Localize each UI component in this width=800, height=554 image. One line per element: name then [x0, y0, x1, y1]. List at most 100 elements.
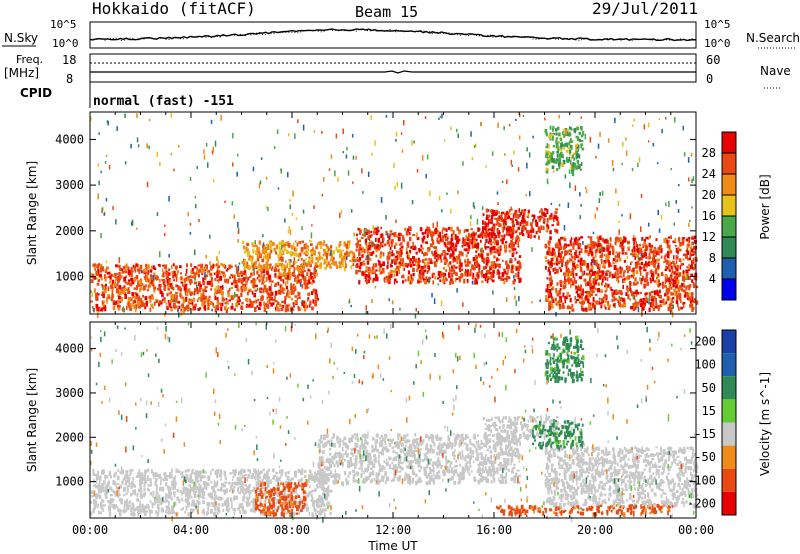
- echo-cell: [581, 294, 583, 301]
- echo-cell: [391, 233, 394, 236]
- echo-cell: [440, 272, 443, 277]
- echo-cell: [630, 306, 633, 310]
- echo-cell: [244, 474, 248, 477]
- echo-cell: [291, 245, 294, 250]
- echo-cell: [201, 476, 204, 479]
- echo-cell: [105, 154, 108, 157]
- colorbar-tick: 28: [702, 146, 716, 160]
- nsearch-label: N.Search: [746, 31, 800, 45]
- echo-cell: [424, 280, 427, 284]
- echo-cell: [239, 485, 242, 489]
- echo-cell: [580, 257, 583, 262]
- echo-cell: [99, 264, 103, 269]
- echo-cell: [261, 258, 265, 263]
- echo-cell: [495, 223, 498, 226]
- echo-cell: [126, 282, 129, 285]
- echo-cell: [439, 254, 442, 260]
- echo-cell: [400, 258, 402, 262]
- echo-cell: [215, 305, 218, 309]
- echo-cell: [692, 251, 695, 256]
- echo-cell: [110, 273, 113, 277]
- echo-cell: [578, 250, 581, 256]
- echo-cell: [666, 239, 669, 244]
- echo-cell: [691, 279, 694, 283]
- echo-cell: [124, 510, 127, 513]
- echo-cell: [685, 273, 687, 279]
- echo-cell: [638, 244, 641, 247]
- echo-cell: [278, 483, 281, 488]
- echo-cell: [294, 240, 297, 243]
- echo-cell: [483, 226, 487, 231]
- echo-cell: [193, 266, 197, 269]
- echo-cell: [275, 471, 278, 475]
- echo-cell: [101, 470, 104, 475]
- echo-cell: [205, 254, 207, 259]
- echo-cell: [125, 288, 127, 292]
- echo-cell: [497, 258, 500, 261]
- echo-cell: [312, 299, 315, 304]
- echo-cell: [469, 272, 472, 277]
- echo-cell: [671, 311, 674, 318]
- echo-cell: [654, 280, 658, 283]
- echo-cell: [209, 261, 211, 265]
- echo-cell: [292, 302, 295, 305]
- echo-cell: [643, 269, 646, 272]
- echo-cell: [209, 272, 213, 277]
- echo-cell: [313, 289, 315, 293]
- echo-cell: [582, 288, 584, 294]
- echo-cell: [232, 162, 234, 167]
- echo-cell: [196, 286, 199, 292]
- echo-cell: [222, 263, 226, 268]
- echo-cell: [286, 263, 289, 268]
- echo-cell: [416, 259, 419, 264]
- echo-cell: [108, 480, 110, 485]
- echo-cell: [252, 245, 256, 248]
- echo-cell: [640, 226, 642, 232]
- echo-cell: [614, 271, 617, 275]
- echo-cell: [570, 140, 574, 143]
- echo-cell: [396, 182, 399, 187]
- echo-cell: [307, 268, 310, 272]
- echo-cell: [445, 228, 448, 232]
- echo-cell: [225, 488, 229, 493]
- echo-cell: [575, 290, 578, 294]
- echo-cell: [664, 277, 667, 282]
- echo-cell: [575, 135, 579, 139]
- echo-cell: [458, 238, 461, 242]
- echo-cell: [189, 473, 193, 479]
- echo-cell: [367, 229, 370, 235]
- echo-cell: [182, 308, 185, 314]
- echo-cell: [424, 261, 426, 265]
- echo-cell: [97, 279, 100, 282]
- echo-cell: [580, 301, 583, 305]
- echo-cell: [546, 285, 549, 290]
- echo-cell: [470, 228, 473, 231]
- echo-cell: [209, 301, 212, 306]
- echo-cell: [393, 280, 396, 285]
- echo-cell: [670, 272, 673, 276]
- echo-cell: [432, 253, 435, 257]
- echo-cell: [558, 243, 562, 246]
- echo-cell: [569, 160, 572, 165]
- echo-cell: [398, 269, 401, 275]
- echo-cell: [128, 304, 132, 309]
- echo-cell: [329, 247, 332, 251]
- echo-cell: [128, 500, 132, 504]
- echo-cell: [474, 277, 477, 283]
- echo-cell: [501, 259, 504, 262]
- echo-cell: [131, 505, 135, 510]
- echo-cell: [612, 303, 615, 307]
- echo-cell: [639, 271, 642, 276]
- echo-cell: [281, 274, 285, 277]
- echo-cell: [518, 113, 521, 117]
- echo-cell: [252, 301, 255, 303]
- echo-cell: [458, 254, 461, 258]
- colorbar-swatch: [722, 237, 736, 258]
- echo-cell: [612, 275, 616, 279]
- echo-cell: [572, 280, 575, 285]
- echo-cell: [302, 299, 304, 302]
- echo-cell: [449, 253, 452, 257]
- echo-cell: [124, 482, 128, 486]
- echo-cell: [271, 280, 274, 283]
- echo-cell: [180, 272, 182, 275]
